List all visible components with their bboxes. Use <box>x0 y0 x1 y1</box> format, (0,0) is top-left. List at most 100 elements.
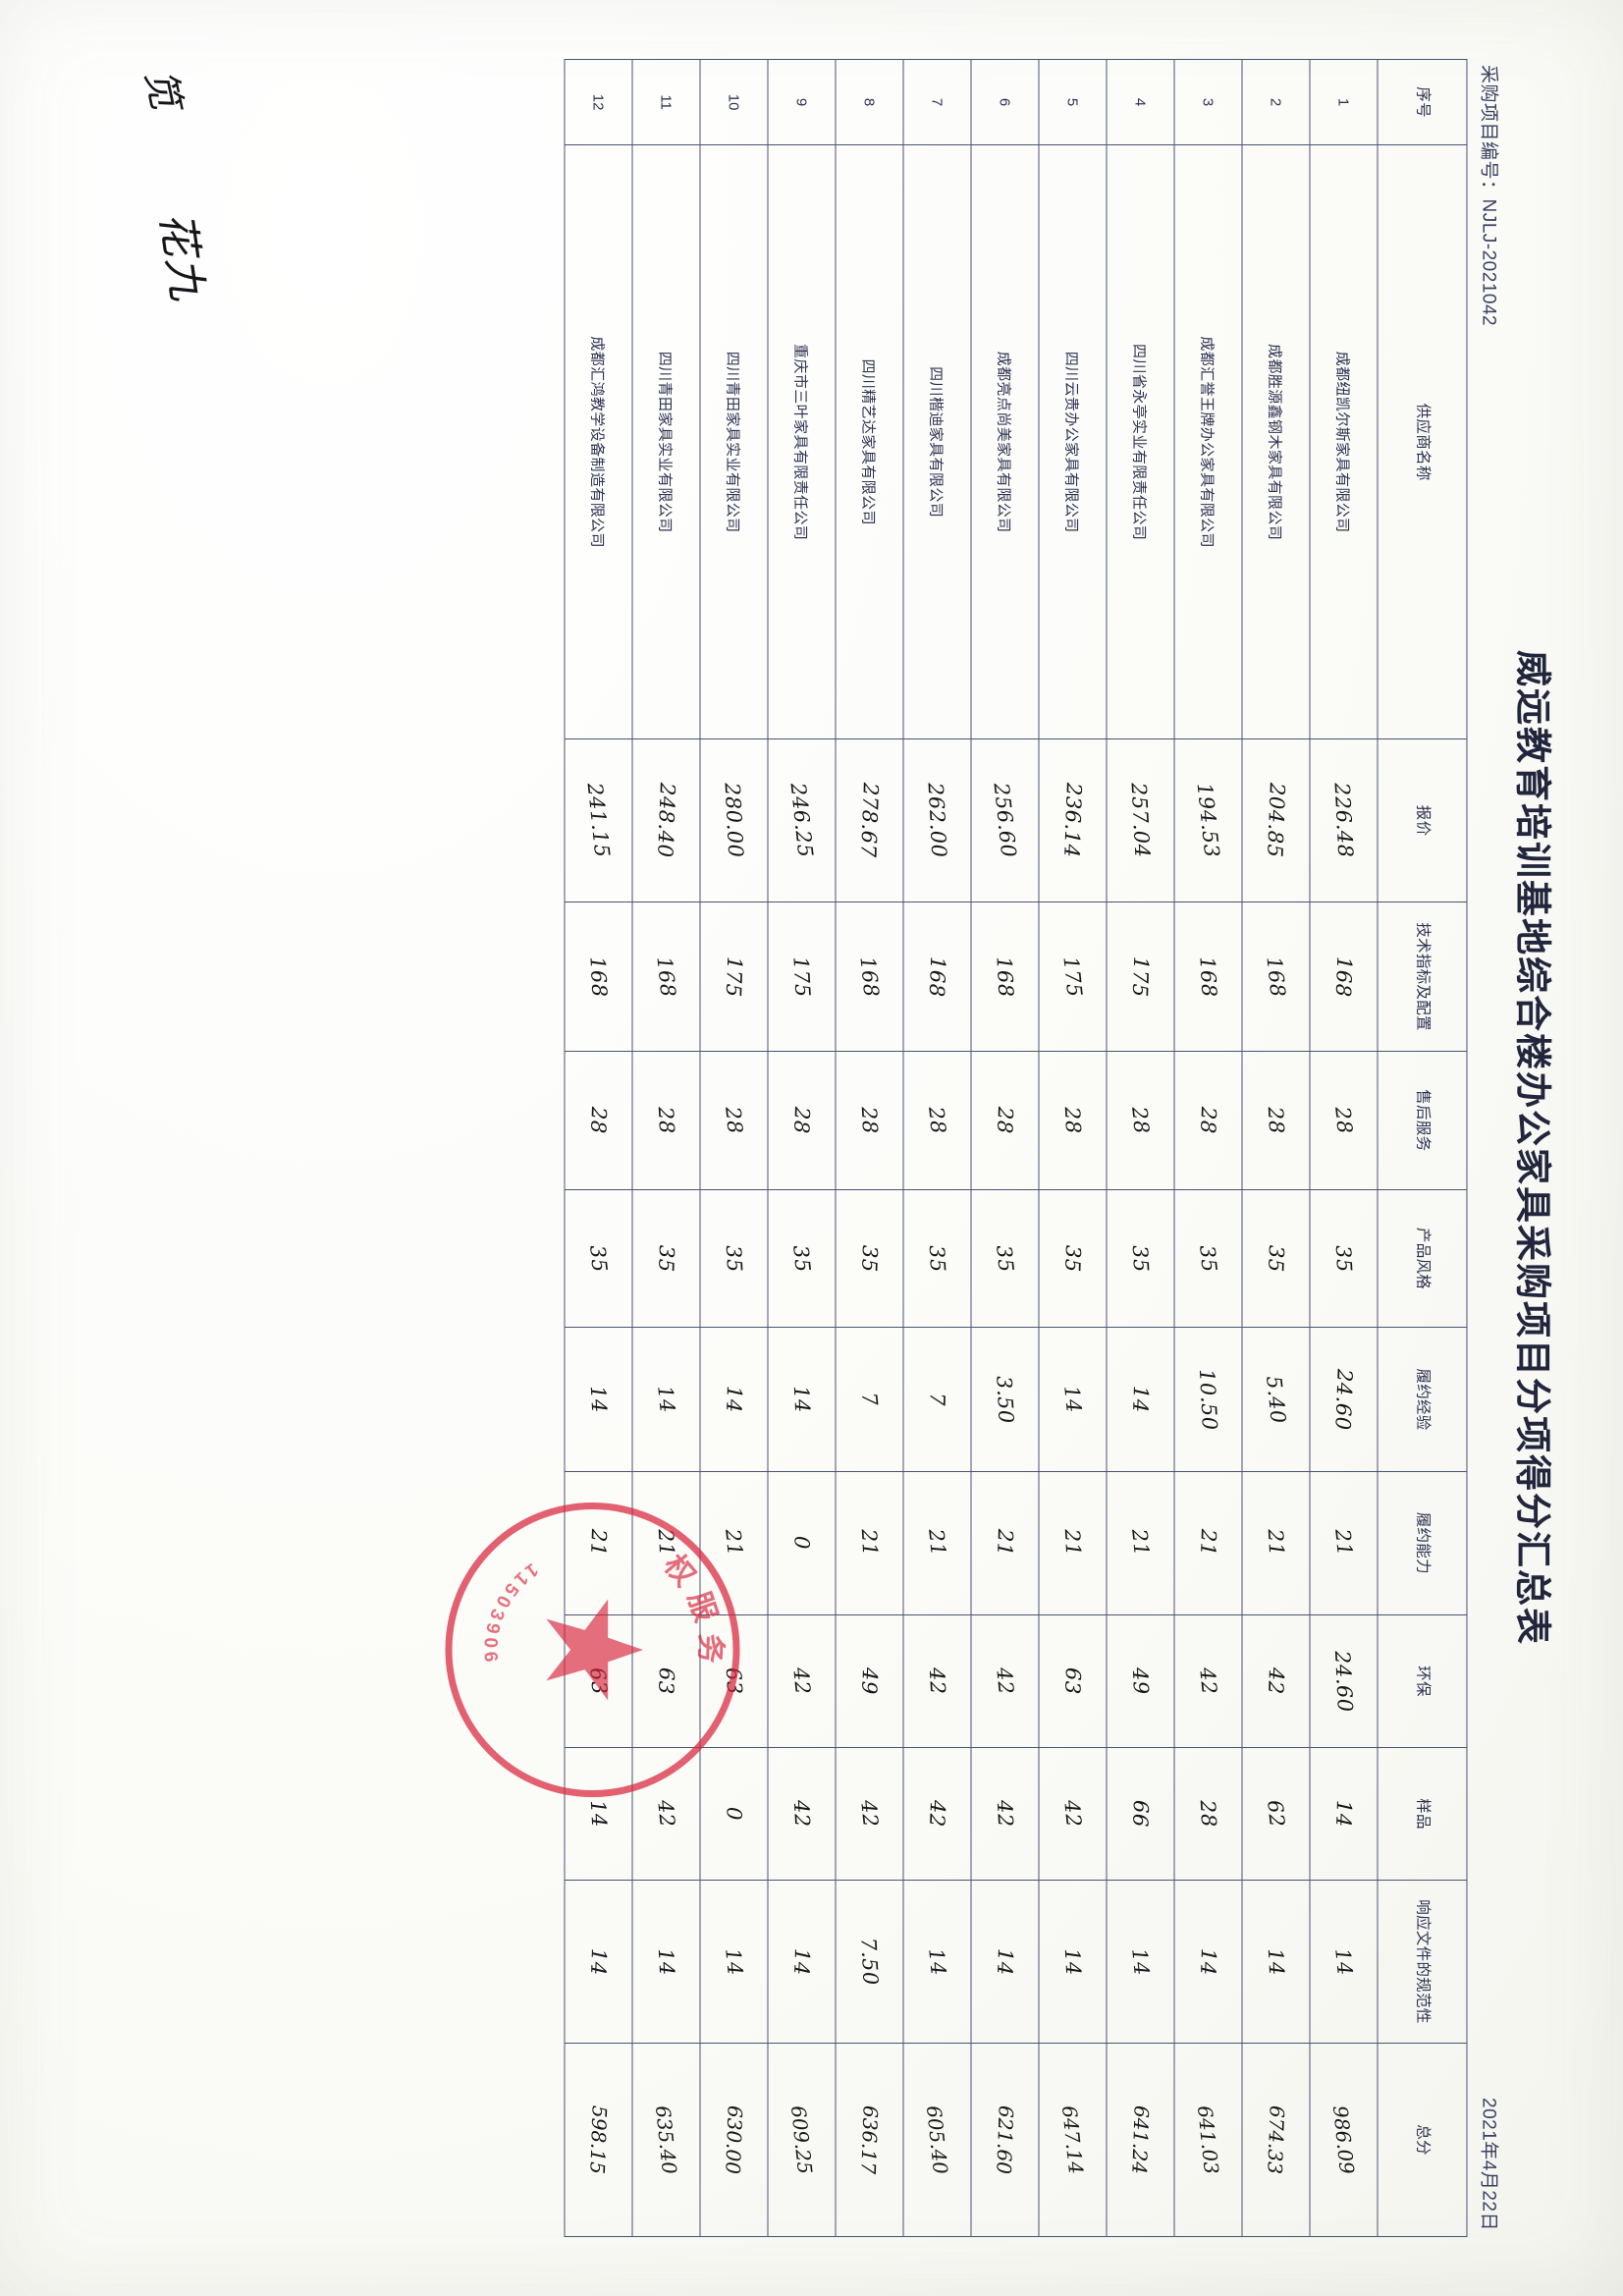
handwritten-score: 14 <box>1059 1947 1085 1976</box>
handwritten-score: 14 <box>585 1799 611 1829</box>
cell-supplier-name: 成都汇誉王牌办公家具有限公司 <box>1173 144 1242 739</box>
cell-compliance: 14 <box>564 1880 632 2044</box>
cell-ability: 21 <box>564 1471 632 1615</box>
cell-service: 28 <box>1309 1051 1378 1190</box>
handwritten-total: 986.09 <box>1327 2104 1359 2176</box>
handwritten-score: 63 <box>1059 1667 1085 1696</box>
cell-sample: 14 <box>1309 1747 1378 1881</box>
cell-ability: 21 <box>1241 1471 1310 1615</box>
handwritten-score: 246.25 <box>785 782 817 859</box>
cell-compliance: 7.50 <box>835 1880 903 2044</box>
cell-sample: 42 <box>631 1747 700 1881</box>
cell-style: 35 <box>1309 1189 1378 1328</box>
table-row: 5 四川云贵办公家具有限公司 236.14 175 28 35 14 21 63 42 14 647.… <box>1038 59 1107 2237</box>
handwritten-score: 175 <box>1057 955 1087 999</box>
document-date: 2021年4月22日 <box>1478 2098 1498 2231</box>
handwritten-score: 21 <box>856 1528 882 1558</box>
cell-index: 3 <box>1173 59 1242 145</box>
table-row: 7 四川楷迪家具有限公司 262.00 168 28 35 7 21 42 42 14 605.40 <box>902 59 971 2237</box>
handwritten-score: 42 <box>992 1799 1017 1829</box>
handwritten-score: 14 <box>721 1385 746 1414</box>
cell-sample: 42 <box>835 1747 903 1881</box>
cell-ability: 21 <box>970 1471 1039 1615</box>
handwritten-score: 21 <box>1126 1528 1154 1558</box>
signature-one: 笕 <box>135 65 189 116</box>
cell-compliance: 14 <box>1106 1880 1174 2044</box>
cell-price: 226.48 <box>1309 738 1378 902</box>
cell-index: 6 <box>970 59 1039 145</box>
handwritten-total: 641.03 <box>1192 2104 1223 2176</box>
table-row: 10 四川青田家具实业有限公司 280.00 175 28 35 14 21 63 0 14 630.… <box>699 59 768 2237</box>
cell-experience: 14 <box>564 1327 632 1472</box>
cell-tech: 168 <box>970 902 1039 1052</box>
handwritten-score: 0 <box>721 1806 746 1822</box>
handwritten-score: 14 <box>788 1947 814 1976</box>
cell-compliance: 14 <box>902 1880 971 2044</box>
cell-price: 262.00 <box>902 738 971 902</box>
handwritten-score: 14 <box>1263 1947 1288 1976</box>
cell-experience: 14 <box>699 1327 768 1472</box>
cell-tech: 168 <box>564 902 632 1052</box>
handwritten-total: 647.14 <box>1056 2104 1088 2176</box>
handwritten-score: 21 <box>653 1528 678 1558</box>
th-performance-ability: 履约能力 <box>1377 1471 1467 1615</box>
cell-ability: 21 <box>1173 1471 1242 1615</box>
cell-env: 42 <box>1173 1614 1242 1748</box>
handwritten-score: 14 <box>653 1947 678 1976</box>
cell-compliance: 14 <box>631 1880 700 2044</box>
cell-ability: 21 <box>631 1471 700 1615</box>
cell-index: 4 <box>1106 59 1174 145</box>
handwritten-score: 35 <box>924 1244 949 1273</box>
cell-total: 674.33 <box>1241 2043 1310 2237</box>
handwritten-score: 35 <box>1059 1244 1085 1273</box>
cell-tech: 175 <box>699 902 768 1052</box>
handwritten-total: 636.17 <box>855 2105 883 2175</box>
cell-service: 28 <box>1173 1051 1242 1190</box>
handwritten-score: 28 <box>1059 1106 1085 1135</box>
cell-price: 246.25 <box>767 738 836 902</box>
cell-sample: 28 <box>1173 1747 1242 1881</box>
cell-style: 35 <box>902 1189 971 1328</box>
cell-supplier-name: 成都胜源鑫钢木家具有限公司 <box>1241 144 1310 739</box>
cell-ability: 21 <box>1106 1471 1174 1615</box>
cell-ability: 21 <box>902 1471 971 1615</box>
cell-style: 35 <box>835 1189 903 1328</box>
handwritten-score: 28 <box>1126 1105 1154 1135</box>
th-sample: 样品 <box>1377 1747 1467 1881</box>
cell-service: 28 <box>564 1051 632 1190</box>
cell-tech: 168 <box>1173 902 1242 1052</box>
cell-env: 63 <box>631 1614 700 1748</box>
cell-price: 248.40 <box>631 738 700 902</box>
cell-tech: 168 <box>631 902 700 1052</box>
th-index: 序号 <box>1377 59 1467 145</box>
th-total-score: 总分 <box>1377 2043 1467 2237</box>
score-summary-table: 序号 供应商名称 报价 技术指标及配置 售后服务 产品风格 履约经验 履约能力 … <box>564 59 1467 2237</box>
handwritten-score: 28 <box>788 1106 814 1135</box>
cell-price: 257.04 <box>1106 738 1174 902</box>
table-row: 3 成都汇誉王牌办公家具有限公司 194.53 168 28 35 10.50 21 42 28 1… <box>1173 59 1242 2237</box>
cell-supplier-name: 重庆市三叶家具有限责任公司 <box>767 144 836 739</box>
handwritten-score: 35 <box>653 1244 678 1273</box>
handwritten-score: 262.00 <box>923 782 950 859</box>
cell-compliance: 14 <box>1038 1880 1107 2044</box>
handwritten-score: 35 <box>1127 1244 1153 1273</box>
cell-total: 647.14 <box>1038 2043 1107 2237</box>
cell-total: 641.03 <box>1173 2043 1242 2237</box>
handwritten-score: 28 <box>1195 1106 1220 1135</box>
handwritten-total: 674.33 <box>1262 2105 1289 2175</box>
handwritten-total: 621.60 <box>991 2105 1018 2175</box>
cell-tech: 175 <box>1038 902 1107 1052</box>
handwritten-score: 14 <box>585 1947 611 1976</box>
handwritten-score: 194.53 <box>1192 782 1223 859</box>
cell-style: 35 <box>1173 1189 1242 1328</box>
handwritten-score: 14 <box>1195 1947 1220 1976</box>
handwritten-score: 42 <box>787 1666 815 1696</box>
table-header-row: 序号 供应商名称 报价 技术指标及配置 售后服务 产品风格 履约经验 履约能力 … <box>1377 59 1467 2237</box>
cell-experience: 14 <box>1038 1327 1107 1472</box>
cell-index: 7 <box>902 59 971 145</box>
handwritten-score: 63 <box>721 1667 746 1696</box>
cell-style: 35 <box>1106 1189 1174 1328</box>
th-price: 报价 <box>1377 738 1467 902</box>
handwritten-score: 14 <box>1127 1385 1153 1414</box>
handwritten-score: 35 <box>787 1243 815 1274</box>
